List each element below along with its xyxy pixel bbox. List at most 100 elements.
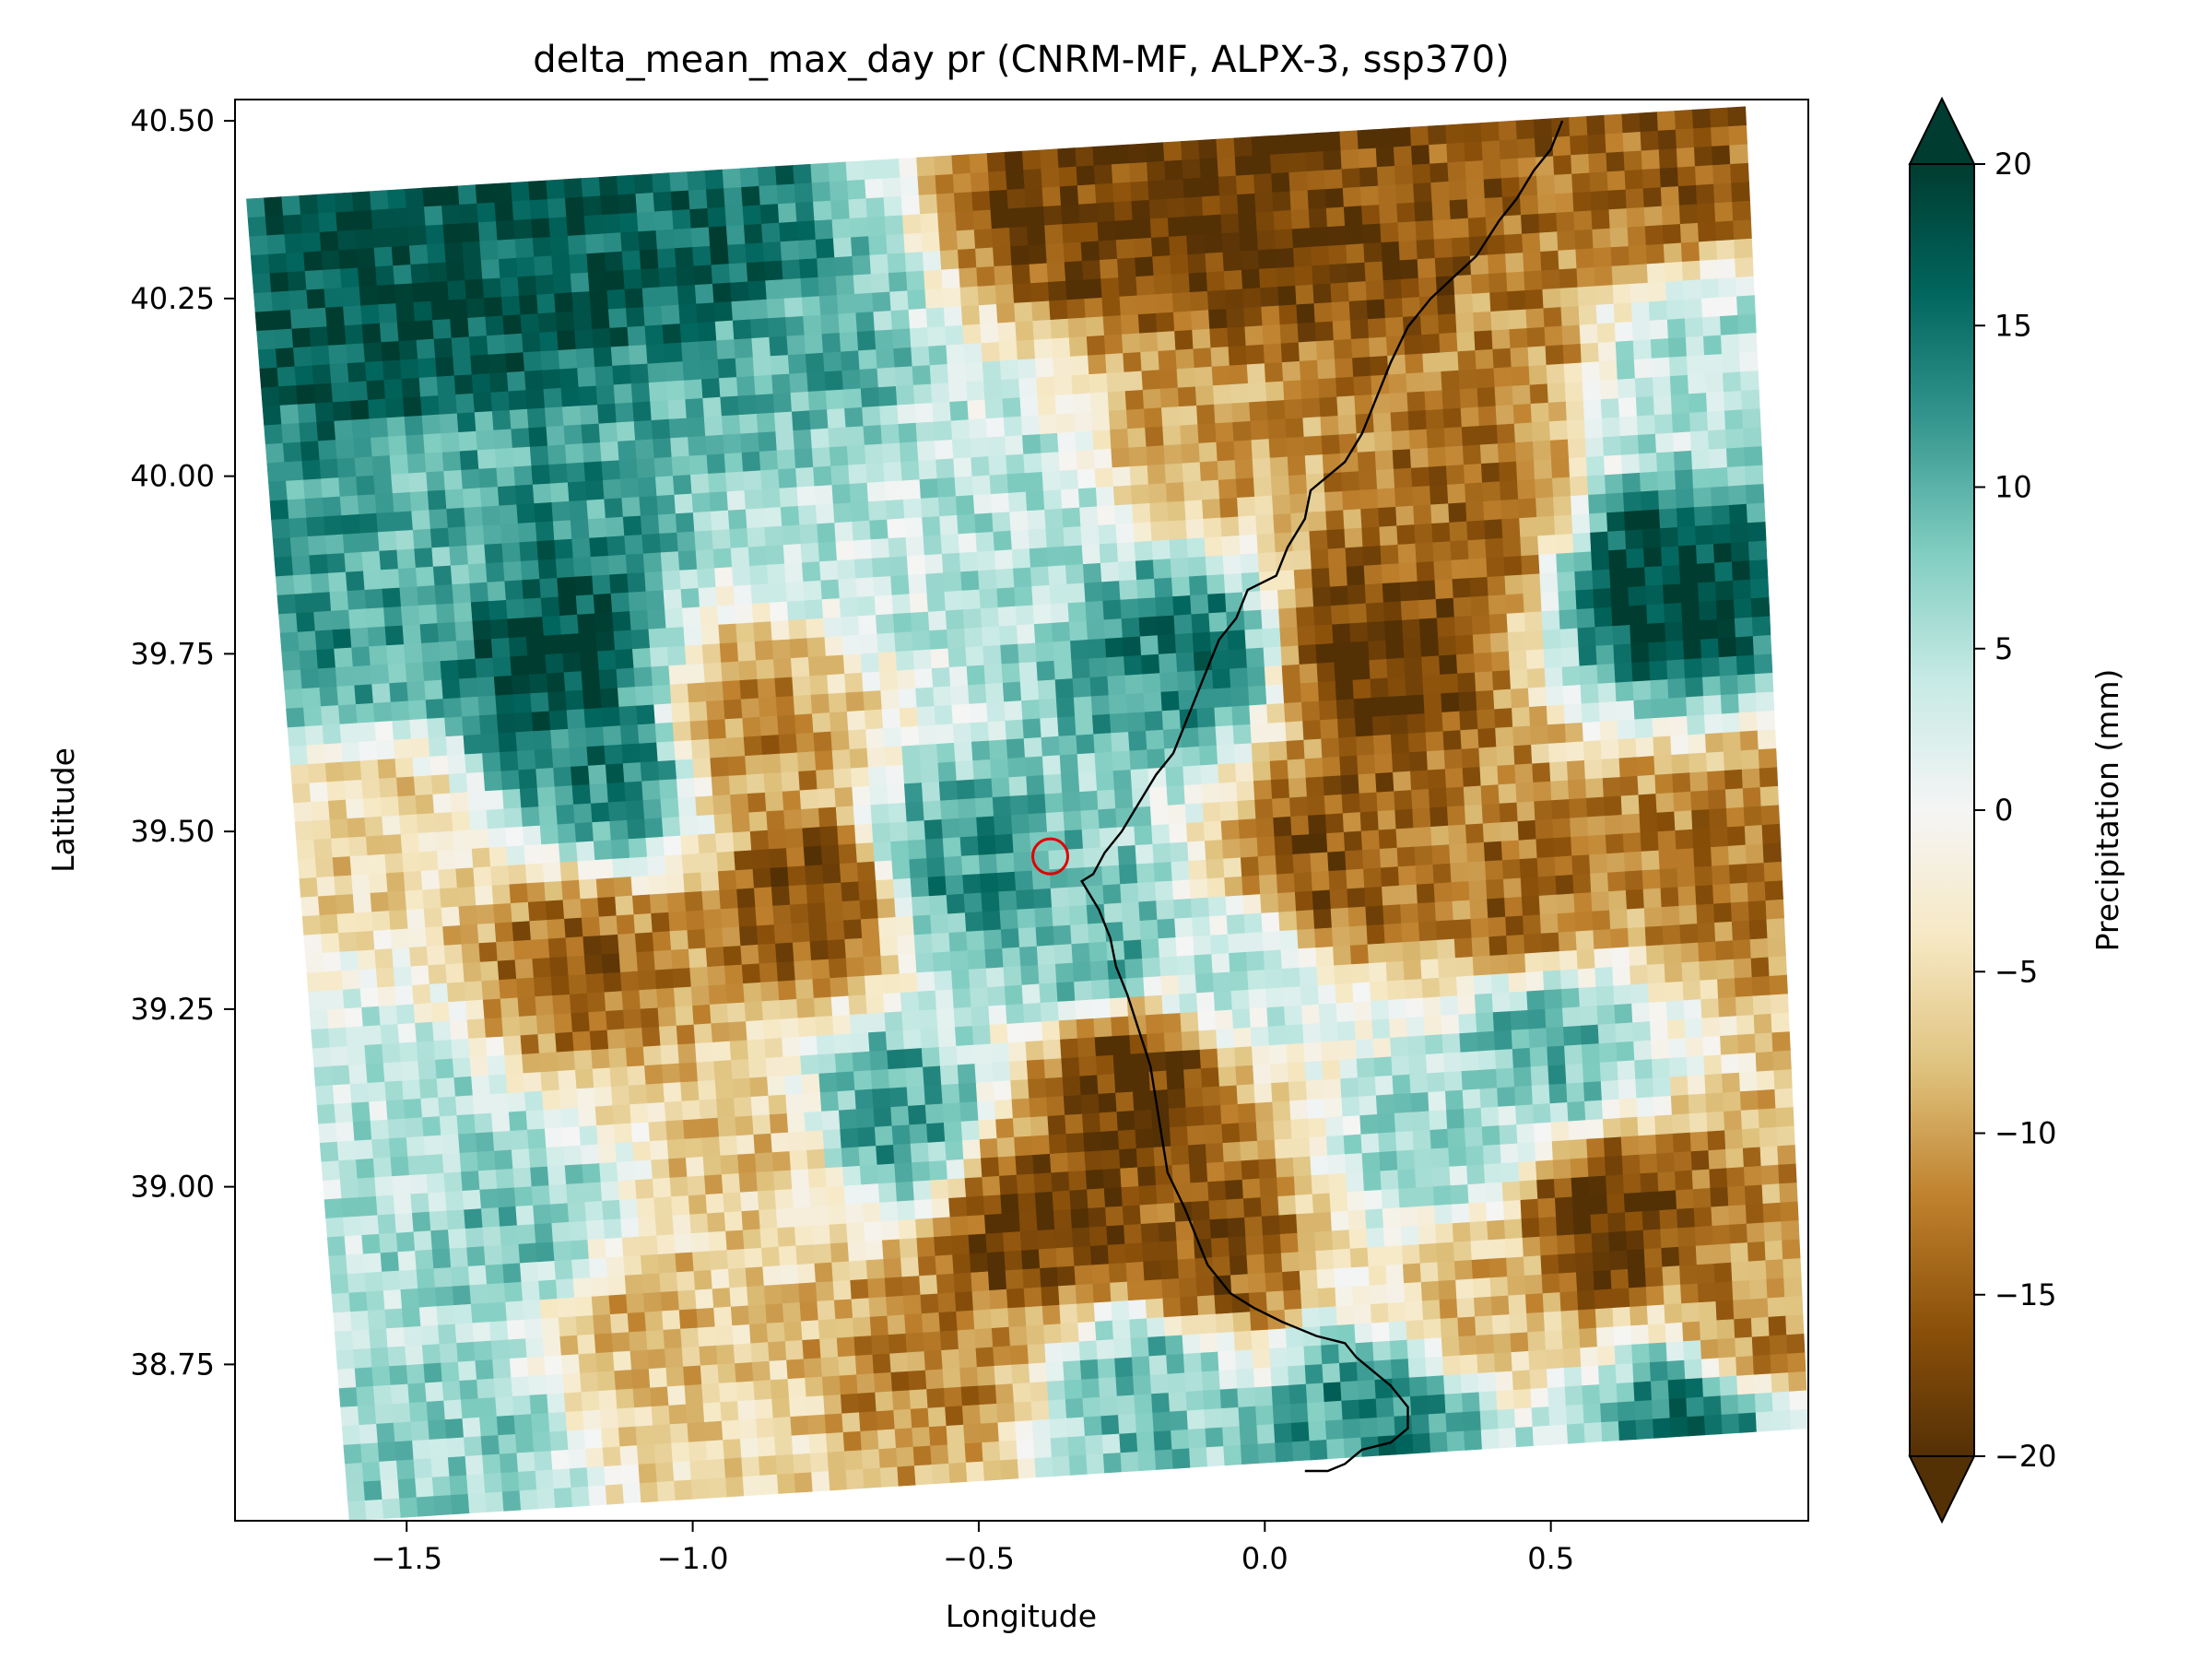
heatmap-cell bbox=[1020, 964, 1041, 986]
heatmap-cell bbox=[1244, 1216, 1264, 1238]
heatmap-cell bbox=[1015, 605, 1035, 626]
heatmap-cell bbox=[972, 209, 993, 230]
heatmap-cell bbox=[519, 1015, 539, 1037]
heatmap-cell bbox=[1582, 1062, 1602, 1084]
heatmap-cell bbox=[1394, 1131, 1415, 1152]
heatmap-cell bbox=[621, 743, 641, 764]
heatmap-cell bbox=[1501, 1181, 1522, 1202]
heatmap-cell bbox=[959, 836, 980, 857]
heatmap-cell bbox=[884, 215, 904, 236]
heatmap-cell bbox=[1422, 674, 1441, 696]
heatmap-cell bbox=[1001, 663, 1021, 684]
heatmap-cell bbox=[1482, 159, 1502, 181]
heatmap-cell bbox=[374, 493, 394, 514]
heatmap-cell bbox=[1222, 554, 1242, 575]
heatmap-cell bbox=[1508, 650, 1528, 671]
heatmap-cell bbox=[1218, 478, 1238, 500]
heatmap-cell bbox=[743, 223, 764, 245]
heatmap-cell bbox=[365, 1063, 385, 1084]
heatmap-cell bbox=[1551, 477, 1571, 498]
heatmap-cell bbox=[1480, 462, 1500, 484]
heatmap-cell bbox=[1657, 488, 1677, 511]
heatmap-cell bbox=[520, 559, 540, 581]
heatmap-cell bbox=[1658, 1190, 1677, 1211]
heatmap-cell bbox=[775, 430, 795, 452]
heatmap-cell bbox=[1150, 521, 1171, 542]
heatmap-cell bbox=[592, 327, 612, 349]
heatmap-cell bbox=[828, 161, 848, 182]
heatmap-cell bbox=[355, 1158, 376, 1180]
heatmap-cell bbox=[747, 792, 767, 814]
heatmap-cell bbox=[637, 477, 658, 498]
heatmap-cell bbox=[1537, 194, 1557, 215]
heatmap-cell bbox=[922, 251, 942, 272]
heatmap-cell bbox=[1051, 1171, 1071, 1193]
heatmap-cell bbox=[735, 622, 756, 643]
heatmap-cell bbox=[1056, 982, 1076, 1003]
heatmap-cell bbox=[1651, 357, 1671, 378]
heatmap-cell bbox=[1298, 341, 1318, 362]
heatmap-cell bbox=[836, 293, 857, 315]
heatmap-cell bbox=[652, 1177, 672, 1199]
heatmap-cell bbox=[938, 780, 959, 802]
heatmap-cell bbox=[815, 503, 835, 524]
heatmap-cell bbox=[574, 1068, 594, 1089]
heatmap-cell bbox=[1700, 638, 1720, 659]
heatmap-cell bbox=[1430, 181, 1451, 203]
heatmap-cell bbox=[1430, 1147, 1451, 1169]
heatmap-cell bbox=[1016, 889, 1035, 911]
heatmap-cell bbox=[875, 613, 895, 635]
heatmap-cell bbox=[1610, 246, 1630, 267]
heatmap-cell bbox=[1570, 1158, 1590, 1179]
heatmap-cell bbox=[724, 453, 744, 474]
heatmap-cell bbox=[931, 932, 951, 954]
heatmap-cell bbox=[640, 760, 660, 782]
heatmap-cell bbox=[468, 809, 488, 831]
heatmap-cell bbox=[1304, 454, 1324, 476]
heatmap-cell bbox=[1250, 723, 1270, 745]
heatmap-cell bbox=[1621, 813, 1641, 835]
heatmap-cell bbox=[1077, 1037, 1097, 1058]
heatmap-cell bbox=[786, 600, 806, 621]
heatmap-cell bbox=[1641, 149, 1661, 171]
heatmap-cell bbox=[606, 535, 627, 557]
heatmap-cell bbox=[1708, 789, 1727, 810]
heatmap-cell bbox=[625, 307, 646, 328]
heatmap-cell bbox=[540, 596, 560, 618]
heatmap-cell bbox=[1123, 351, 1143, 373]
heatmap-cell bbox=[1300, 985, 1320, 1006]
heatmap-cell bbox=[1102, 315, 1123, 336]
heatmap-cell bbox=[560, 633, 581, 654]
heatmap-cell bbox=[968, 1233, 988, 1254]
heatmap-cell bbox=[488, 846, 509, 867]
heatmap-cell bbox=[1398, 884, 1418, 905]
heatmap-cell bbox=[1126, 712, 1147, 733]
heatmap-cell bbox=[524, 1090, 545, 1112]
heatmap-cell bbox=[513, 218, 534, 241]
heatmap-cell bbox=[677, 550, 698, 571]
heatmap-cell bbox=[1461, 1069, 1481, 1091]
heatmap-cell bbox=[1447, 161, 1467, 182]
heatmap-cell bbox=[1162, 425, 1182, 446]
heatmap-cell bbox=[1118, 276, 1138, 298]
heatmap-cell bbox=[1032, 1153, 1052, 1175]
heatmap-cell bbox=[642, 798, 663, 820]
heatmap-cell bbox=[942, 287, 962, 309]
heatmap-cell bbox=[1478, 747, 1499, 768]
heatmap-cell bbox=[1110, 429, 1130, 450]
heatmap-cell bbox=[710, 757, 730, 778]
heatmap-cell bbox=[935, 193, 956, 214]
heatmap-cell bbox=[1216, 744, 1236, 765]
heatmap-cell bbox=[537, 1032, 558, 1054]
heatmap-cell bbox=[1310, 852, 1330, 873]
heatmap-cell bbox=[1466, 1164, 1486, 1185]
heatmap-cell bbox=[955, 210, 975, 232]
heatmap-cell bbox=[321, 933, 341, 954]
heatmap-cell bbox=[1167, 1088, 1187, 1110]
heatmap-cell bbox=[910, 1142, 930, 1163]
heatmap-cell bbox=[921, 782, 941, 803]
heatmap-cell bbox=[612, 857, 632, 879]
heatmap-cell bbox=[1286, 436, 1306, 458]
heatmap-cell bbox=[871, 557, 891, 578]
heatmap-cell bbox=[948, 931, 969, 953]
